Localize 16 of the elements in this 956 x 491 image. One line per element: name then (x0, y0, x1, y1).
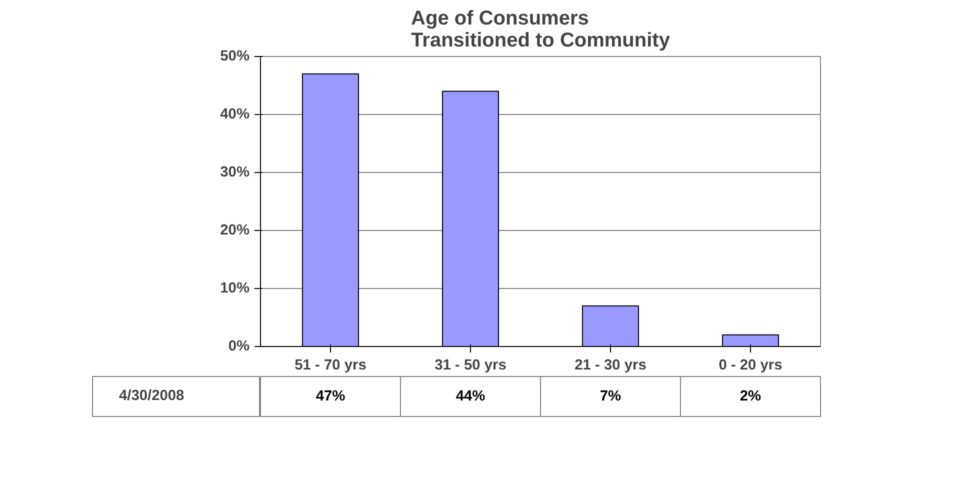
text: 4/30/2008 (119, 388, 184, 404)
y-tick-label: 50% (220, 48, 250, 64)
data-label: 47% (316, 388, 346, 404)
x-tick-label: 31 - 50 yrs (434, 358, 506, 374)
y-tick-label: 30% (220, 164, 250, 180)
y-tick-label: 40% (220, 106, 250, 122)
x-tick-label: 51 - 70 yrs (294, 358, 366, 374)
chart-title: Age of Consumers Transitioned to Community (411, 8, 671, 52)
y-tick-label: 20% (220, 222, 250, 238)
y-tick-label: 0% (228, 338, 250, 354)
data-label: 44% (456, 388, 486, 404)
data-label: 7% (600, 388, 622, 404)
x-tick-label: 0 - 20 yrs (718, 358, 782, 374)
y-tick-label: 10% (220, 280, 250, 296)
data-label: 2% (740, 388, 762, 404)
x-tick-label: 21 - 30 yrs (574, 358, 646, 374)
